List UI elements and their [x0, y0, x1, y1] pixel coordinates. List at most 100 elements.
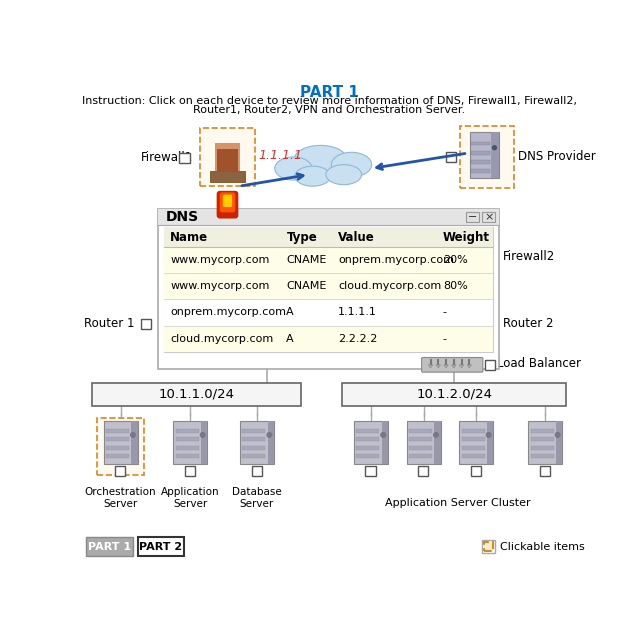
Text: Router 1: Router 1 [84, 318, 135, 330]
Text: Router1, Router2, VPN and Orchestration Server.: Router1, Router2, VPN and Orchestration … [193, 105, 465, 115]
Bar [242, 437, 266, 441]
Text: www.mycorp.com: www.mycorp.com [170, 255, 270, 265]
Bar [462, 429, 485, 432]
Bar [462, 454, 485, 458]
Bar [106, 446, 129, 450]
FancyBboxPatch shape [216, 191, 238, 219]
Circle shape [433, 432, 438, 437]
Bar [137, 537, 184, 556]
Bar [242, 454, 266, 458]
Polygon shape [444, 365, 448, 368]
Text: cloud.mycorp.com: cloud.mycorp.com [338, 281, 442, 291]
Circle shape [487, 432, 491, 437]
Text: 1.1.1.1: 1.1.1.1 [259, 149, 302, 162]
Text: Type: Type [286, 231, 317, 243]
Bar [164, 273, 492, 299]
Bar [132, 421, 137, 464]
Bar [164, 227, 492, 247]
Polygon shape [467, 365, 472, 368]
Bar [106, 437, 129, 441]
Bar [356, 454, 379, 458]
Bar [180, 153, 189, 163]
Bar [164, 299, 492, 326]
Text: PART 2: PART 2 [139, 541, 182, 552]
Text: Application
Server: Application Server [161, 488, 220, 509]
Bar [409, 446, 432, 450]
Bar [242, 429, 266, 432]
FancyBboxPatch shape [470, 133, 499, 179]
Text: Instruction: Click on each device to review more information of DNS, Firewall1, : Instruction: Click on each device to rev… [82, 96, 577, 106]
Bar [485, 360, 495, 370]
FancyBboxPatch shape [484, 542, 493, 551]
Bar [242, 446, 266, 450]
Bar [483, 212, 495, 223]
FancyBboxPatch shape [491, 133, 499, 179]
Bar [342, 382, 566, 406]
Text: -: - [443, 333, 447, 344]
Text: CNAME: CNAME [286, 281, 327, 291]
Text: CNAME: CNAME [286, 255, 327, 265]
Bar [92, 382, 301, 406]
Bar [409, 437, 432, 441]
FancyBboxPatch shape [223, 195, 232, 207]
Bar [356, 446, 379, 450]
Bar [175, 446, 199, 450]
Text: PART 1: PART 1 [88, 541, 131, 552]
Polygon shape [459, 365, 464, 368]
FancyBboxPatch shape [460, 126, 514, 188]
Bar [446, 152, 456, 162]
FancyBboxPatch shape [220, 192, 235, 212]
Ellipse shape [295, 166, 331, 186]
Bar [164, 227, 492, 352]
Text: DNS Provider: DNS Provider [518, 150, 596, 164]
Bar [530, 429, 554, 432]
Bar [418, 466, 428, 476]
Text: ×: × [484, 212, 493, 222]
FancyBboxPatch shape [406, 421, 440, 464]
Bar [211, 171, 245, 181]
FancyBboxPatch shape [200, 129, 255, 186]
Bar [540, 466, 550, 476]
Bar [409, 429, 432, 432]
Bar [530, 446, 554, 450]
Circle shape [555, 432, 560, 437]
Text: 10.1.1.0/24: 10.1.1.0/24 [159, 387, 234, 401]
Text: DNS: DNS [166, 210, 198, 224]
Bar [409, 454, 432, 458]
Bar [175, 429, 199, 432]
Text: Weight: Weight [443, 231, 490, 243]
Text: cloud.mycorp.com: cloud.mycorp.com [170, 333, 273, 344]
Bar [98, 418, 144, 475]
Bar [471, 466, 481, 476]
Text: Database
Server: Database Server [232, 488, 282, 509]
Text: 80%: 80% [443, 281, 468, 291]
Bar [106, 454, 129, 458]
FancyBboxPatch shape [422, 358, 483, 372]
Polygon shape [428, 365, 433, 368]
Polygon shape [436, 365, 440, 368]
FancyBboxPatch shape [528, 421, 562, 464]
Bar [365, 466, 376, 476]
Text: 20%: 20% [443, 255, 468, 265]
Bar [106, 429, 129, 432]
Bar [556, 421, 562, 464]
Text: 2.2.2.2: 2.2.2.2 [338, 333, 377, 344]
Bar [356, 429, 379, 432]
Bar [115, 466, 125, 476]
Bar [141, 319, 151, 329]
Bar [164, 247, 492, 273]
Circle shape [200, 432, 205, 437]
Text: Load Balancer: Load Balancer [497, 357, 581, 370]
Bar [158, 209, 499, 226]
Bar [462, 446, 485, 450]
Text: Router 2: Router 2 [503, 318, 553, 330]
Bar [530, 454, 554, 458]
Text: Application Server Cluster: Application Server Cluster [385, 498, 531, 508]
Bar [471, 141, 490, 145]
Bar [268, 421, 274, 464]
Text: 1.1.1.1: 1.1.1.1 [338, 307, 377, 318]
Bar [216, 149, 238, 172]
Text: onprem.mycorp.com: onprem.mycorp.com [170, 307, 286, 318]
Ellipse shape [326, 165, 361, 184]
Text: A: A [286, 307, 294, 318]
